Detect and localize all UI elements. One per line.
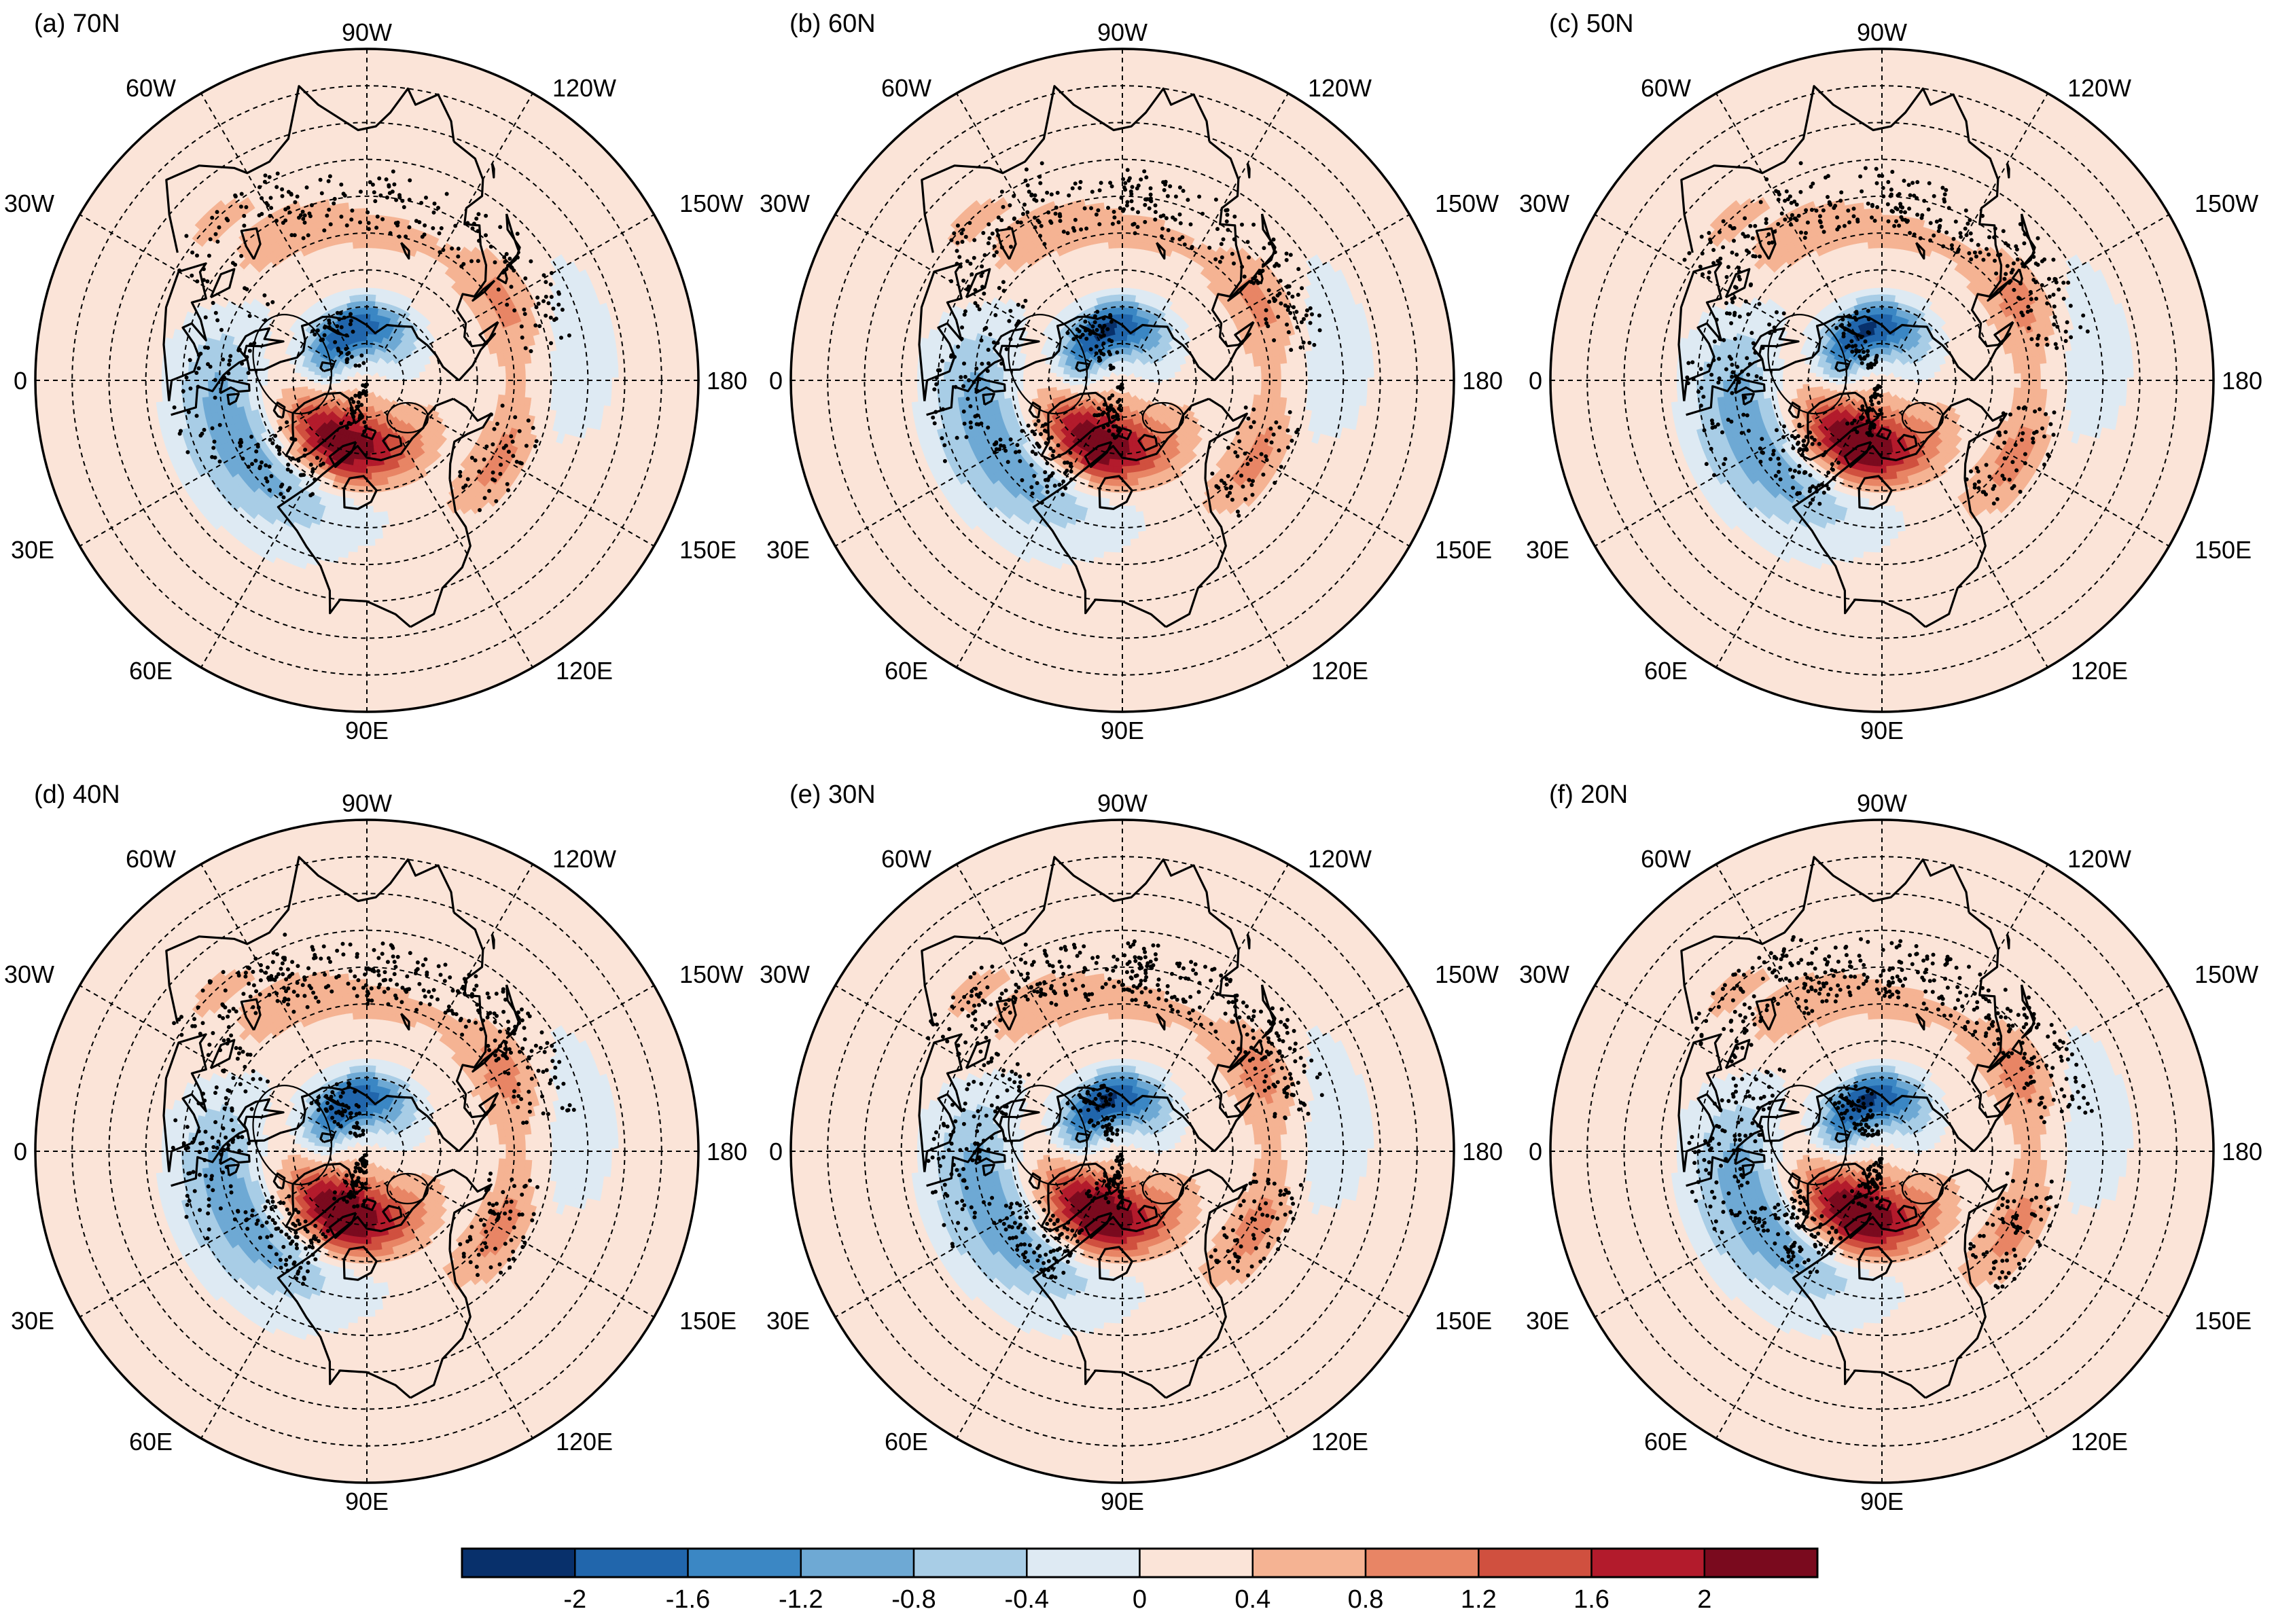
anomaly-field [35, 49, 698, 712]
